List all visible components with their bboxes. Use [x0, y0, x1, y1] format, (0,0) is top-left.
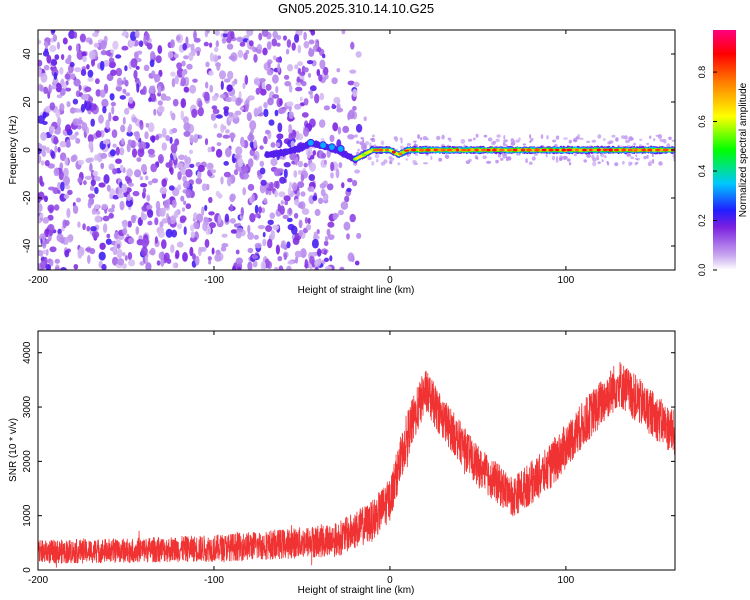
colorbar-tick-label: 0.8 [697, 66, 707, 79]
spectrogram-x-ticks: -200 -100 0 100 [28, 30, 575, 286]
snr-y-tick-label: 1000 [22, 504, 33, 527]
spectrogram-y-tick-label: -40 [22, 238, 33, 253]
snr-x-tick-label: -100 [204, 575, 224, 586]
colorbar-gradient [713, 30, 736, 270]
colorbar-tick-label: 0.6 [697, 115, 707, 128]
spectrogram-x-tick-label: 100 [558, 275, 575, 286]
snr-x-ticks: -200 -100 0 100 [28, 331, 575, 586]
spectrogram-x-axis-label: Height of straight line (km) [298, 285, 415, 296]
colorbar: 0.0 0.2 0.4 0.6 0.8 Normalized spectral ampl… [697, 30, 749, 276]
snr-y-axis-label: SNR (10 * v/v) [8, 418, 19, 482]
snr-y-tick-label: 3000 [22, 395, 33, 418]
snr-y-tick-label: 0 [22, 567, 33, 573]
colorbar-label: Normalized spectral amplitude [738, 82, 749, 217]
spectrogram-y-tick-label: 40 [22, 48, 33, 60]
snr-frame [37, 330, 676, 571]
colorbar-tick-label: 0.4 [697, 165, 707, 178]
snr-series-line [38, 361, 675, 568]
snr-panel: -200 -100 0 100 0 1000 2000 3000 4000 Height of… [8, 330, 676, 596]
spectrogram-y-ticks: -40 -20 0 20 40 [22, 48, 675, 253]
snr-x-tick-label: 0 [387, 575, 393, 586]
colorbar-tick-label: 0.0 [697, 264, 707, 277]
colorbar-tick-label: 0.2 [697, 214, 707, 227]
spectrogram-y-tick-label: -20 [22, 190, 33, 205]
spectrogram-y-tick-label: 20 [22, 96, 33, 108]
spectrogram-x-tick-label: -200 [28, 275, 48, 286]
snr-x-tick-label: -200 [28, 575, 48, 586]
snr-x-axis-label: Height of straight line (km) [298, 585, 415, 596]
colorbar-ticks: 0.0 0.2 0.4 0.6 0.8 [697, 66, 717, 276]
figure-title: GN05.2025.310.14.10.G25 [278, 1, 434, 16]
spectrogram-y-tick-label: 0 [22, 147, 33, 153]
spectrogram-y-axis-label: Frequency (Hz) [8, 116, 19, 185]
spectrogram-heatmap [38, 30, 675, 270]
spectrogram-x-tick-label: 0 [387, 275, 393, 286]
snr-x-tick-label: 100 [558, 575, 575, 586]
spectrogram-x-tick-label: -100 [204, 275, 224, 286]
snr-y-ticks: 0 1000 2000 3000 4000 [22, 341, 675, 573]
snr-y-tick-label: 4000 [22, 341, 33, 364]
snr-y-tick-label: 2000 [22, 450, 33, 473]
